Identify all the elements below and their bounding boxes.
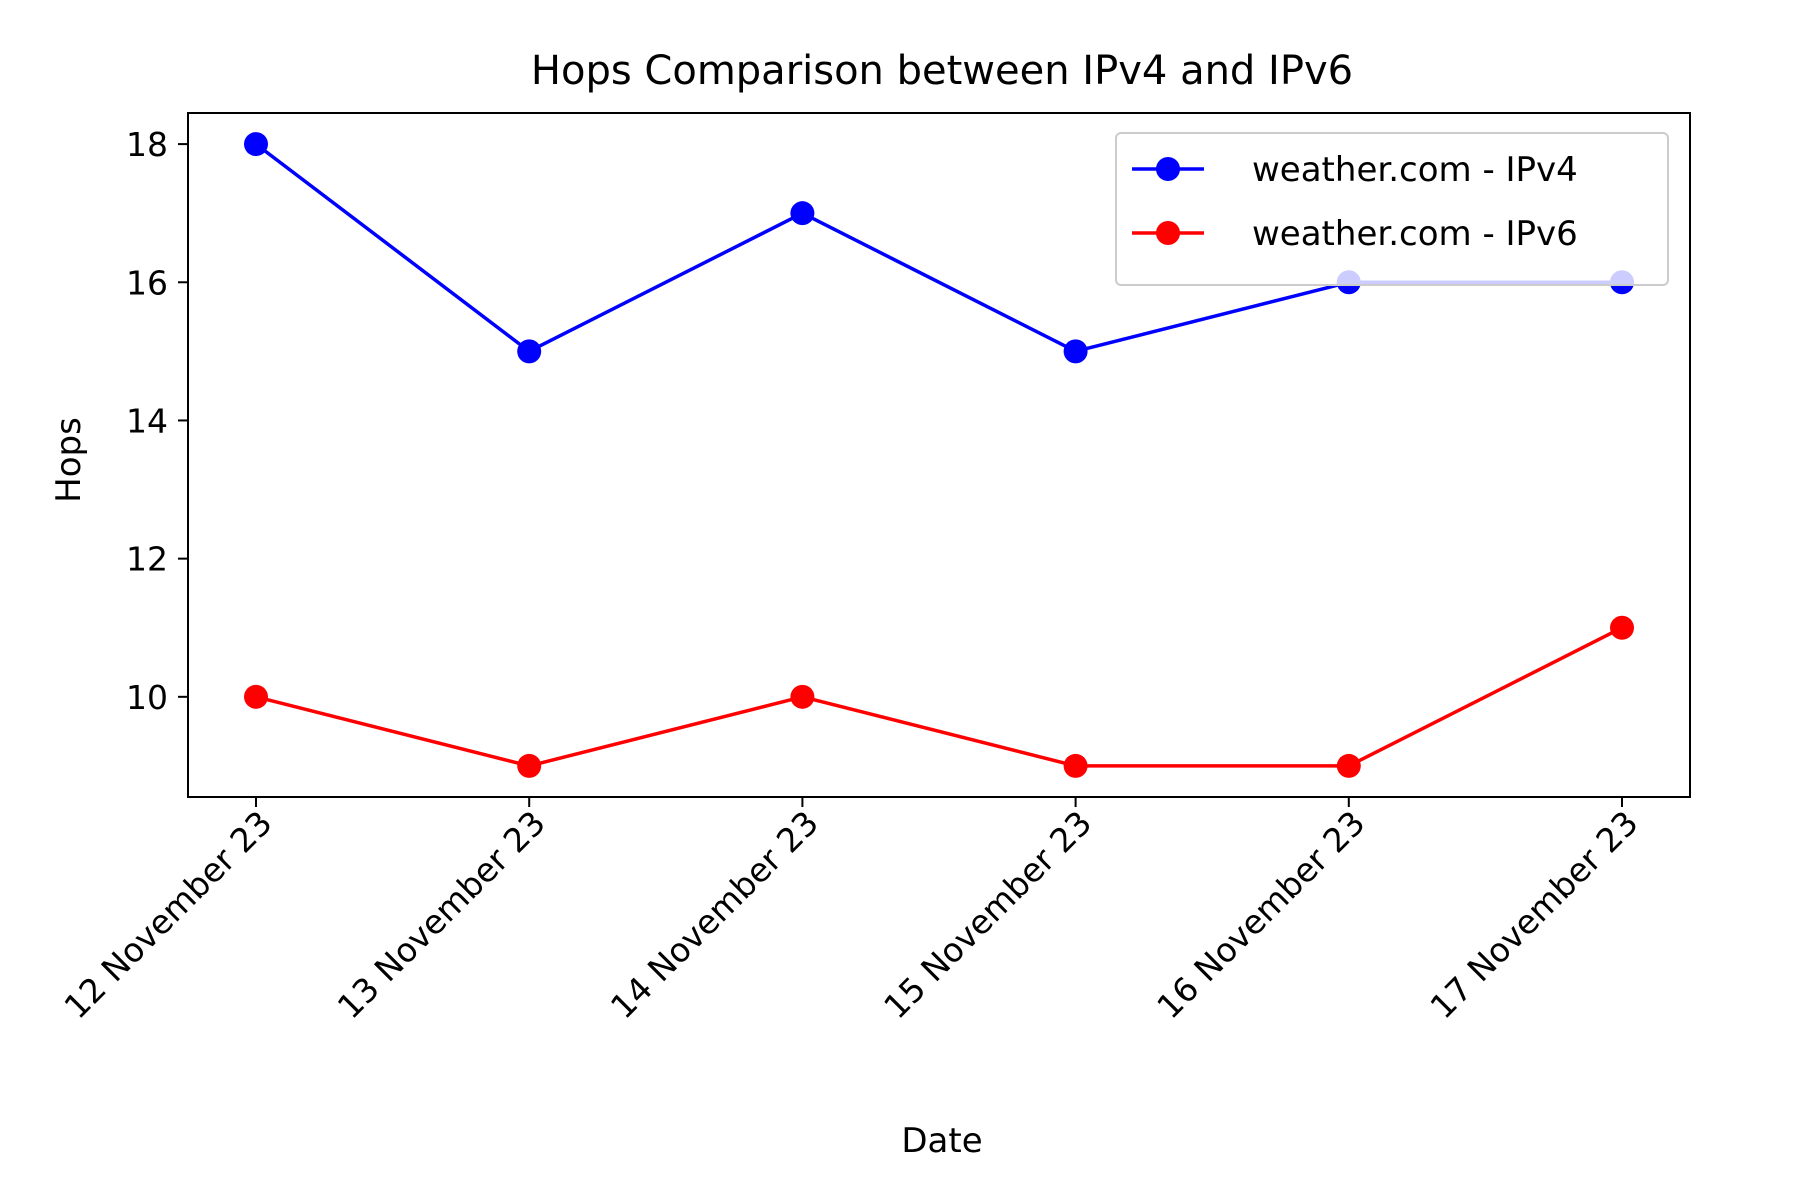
series-1-point <box>517 339 542 364</box>
series-2-point <box>517 753 542 778</box>
series-2-point <box>790 684 815 709</box>
y-tick-label: 12 <box>126 540 168 579</box>
y-tick-label: 14 <box>126 401 168 440</box>
legend: weather.com - IPv4 weather.com - IPv6 <box>1115 132 1669 286</box>
series-1-point <box>790 201 815 226</box>
series-2-point <box>1063 753 1088 778</box>
y-axis-label: Hops <box>49 417 89 503</box>
series-2-point <box>1336 753 1361 778</box>
y-tick-label: 16 <box>126 263 168 302</box>
series-1-point <box>1063 339 1088 364</box>
chart-title: Hops Comparison between IPv4 and IPv6 <box>531 48 1353 94</box>
axes-frame <box>187 112 1691 798</box>
series-1-point <box>244 132 268 157</box>
y-tick-label: 18 <box>126 125 168 164</box>
legend-entry-label: weather.com - IPv4 <box>1252 150 1578 190</box>
series-2-point <box>1610 615 1634 640</box>
legend-box <box>1115 132 1669 286</box>
legend-entry-label: weather.com - IPv6 <box>1252 214 1578 254</box>
legend-swatch-marker <box>1156 221 1180 245</box>
x-axis-label: Date <box>901 1121 982 1161</box>
series-2-point <box>244 684 268 709</box>
series-line-2 <box>255 626 1623 768</box>
legend-swatch-marker <box>1156 157 1180 181</box>
y-tick-label: 10 <box>126 678 168 717</box>
